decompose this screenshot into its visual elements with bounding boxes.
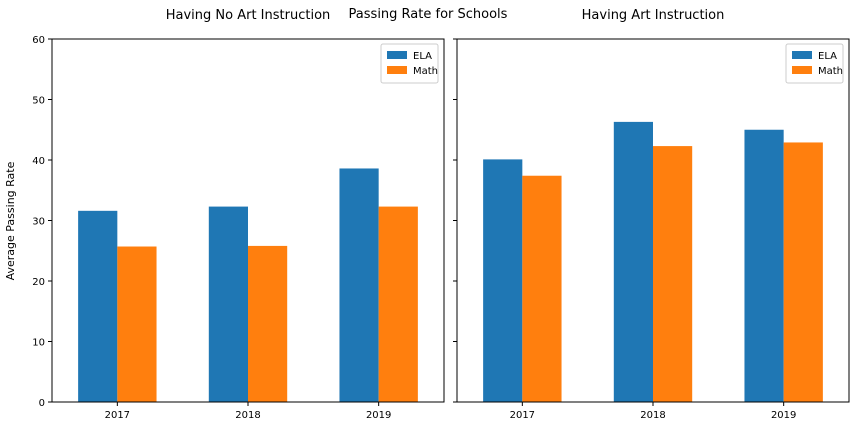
legend-box — [785, 43, 844, 84]
chart-panel-art: Having Art Instruction 2017 2018 2019 ELA Mat… — [453, 8, 850, 421]
x-tick-label: 2017 — [510, 410, 535, 421]
y-tick-label: 10 — [32, 338, 45, 349]
y-tick-label: 30 — [32, 217, 45, 228]
plot-frame — [456, 38, 850, 403]
x-tick-label: 2018 — [235, 410, 260, 421]
y-tick-label: 60 — [32, 35, 45, 46]
bar-ela-2019 — [339, 168, 379, 402]
legend-swatch-ela — [387, 51, 407, 59]
bar-math-2019 — [783, 142, 823, 402]
x-tick-label: 2018 — [640, 410, 665, 421]
y-axis-label: Average Passing Rate — [4, 161, 17, 280]
bar-math-2017 — [117, 246, 157, 402]
bar-math-2019 — [378, 206, 418, 402]
bar-ela-2019 — [744, 129, 784, 402]
legend-swatch-ela — [792, 51, 812, 59]
legend: ELA Math — [785, 43, 844, 84]
legend-label-ela: ELA — [818, 51, 837, 62]
legend-label-math: Math — [818, 66, 843, 77]
x-tick-label: 2019 — [366, 410, 391, 421]
bar-math-2017 — [522, 175, 562, 402]
x-tick-label: 2019 — [771, 410, 796, 421]
legend-label-math: Math — [413, 66, 438, 77]
legend: ELA Math — [380, 43, 439, 84]
y-tick-label: 50 — [32, 96, 45, 107]
legend-swatch-math — [387, 66, 407, 74]
y-tick-label: 0 — [39, 398, 45, 409]
bar-ela-2017 — [78, 210, 118, 402]
legend-swatch-math — [792, 66, 812, 74]
panel-title: Having Art Instruction — [582, 8, 725, 23]
figure-title: Passing Rate for Schools — [349, 7, 508, 22]
chart-panel-no-art: Having No Art Instruction 0 10 20 30 40 50 60 20… — [32, 8, 445, 421]
legend-box — [380, 43, 439, 84]
bar-math-2018 — [653, 146, 693, 402]
y-tick-label: 20 — [32, 277, 45, 288]
y-tick-label: 40 — [32, 156, 45, 167]
bar-ela-2018 — [208, 206, 248, 402]
plot-frame — [51, 38, 445, 403]
bar-ela-2017 — [483, 159, 523, 402]
panel-title: Having No Art Instruction — [166, 8, 331, 23]
bar-ela-2018 — [613, 121, 653, 402]
x-tick-label: 2017 — [105, 410, 130, 421]
legend-label-ela: ELA — [413, 51, 432, 62]
bar-math-2018 — [248, 245, 288, 402]
